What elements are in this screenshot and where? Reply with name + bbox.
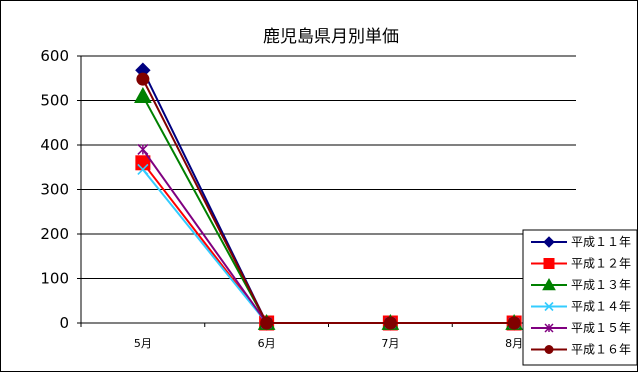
xtick-label-3: 8月 [505, 337, 523, 350]
series-1 [135, 62, 522, 331]
legend-item-3: 平成１３年 [531, 277, 631, 292]
x-axis-ticks: 5月 6月 7月 8月 [80, 323, 577, 350]
series-4-point-0 [137, 163, 149, 176]
series-6-point-1 [260, 316, 274, 330]
xtick-label-2: 7月 [381, 337, 399, 350]
xtick-label-1: 6月 [258, 337, 276, 350]
series-2 [135, 155, 522, 331]
series-line-3 [141, 95, 515, 324]
legend-item-6: 平成１６年 [531, 343, 631, 357]
series-3 [134, 87, 523, 330]
legend-label-6: 平成１６年 [571, 343, 631, 357]
legend-label-4: 平成１４年 [571, 300, 631, 314]
series-lines [134, 62, 523, 331]
legend-marker-5 [544, 323, 554, 333]
ytick-label-100: 100 [40, 270, 69, 288]
legend-label-5: 平成１５年 [571, 321, 631, 335]
ytick-label-500: 500 [40, 92, 69, 110]
chart-title: 鹿児島県月別単価 [263, 27, 399, 47]
ytick-label-0: 0 [59, 314, 69, 332]
legend-item-4: 平成１４年 [531, 300, 631, 314]
series-5 [137, 143, 520, 329]
series-6-point-0 [136, 72, 150, 86]
ytick-label-300: 300 [40, 181, 69, 199]
legend-marker-6 [544, 345, 554, 354]
legend-marker-2 [543, 258, 555, 269]
legend-item-1: 平成１１年 [531, 235, 631, 249]
series-6-point-2 [383, 316, 397, 330]
ytick-label-200: 200 [40, 225, 69, 243]
series-line-4 [142, 168, 515, 324]
ytick-label-400: 400 [40, 136, 69, 154]
series-6 [136, 72, 521, 330]
series-6-point-3 [507, 316, 521, 330]
legend-label-3: 平成１３年 [571, 278, 631, 292]
series-3-point-0 [134, 87, 152, 103]
series-5-point-0 [137, 143, 149, 155]
legend-box [522, 229, 638, 366]
legend-marker-1 [543, 236, 555, 248]
xtick-label-0: 5月 [134, 337, 152, 350]
legend-marker-4 [544, 301, 554, 312]
ytick-label-600: 600 [40, 47, 69, 65]
legend-label-1: 平成１１年 [571, 235, 631, 249]
legend-item-2: 平成１２年 [531, 257, 631, 271]
legend-item-5: 平成１５年 [531, 321, 631, 335]
y-axis-ticks: 0 100 200 300 400 500 600 [40, 47, 81, 332]
legend-marker-3 [542, 277, 556, 291]
legend-label-2: 平成１２年 [571, 257, 631, 271]
series-line-6 [141, 78, 515, 324]
